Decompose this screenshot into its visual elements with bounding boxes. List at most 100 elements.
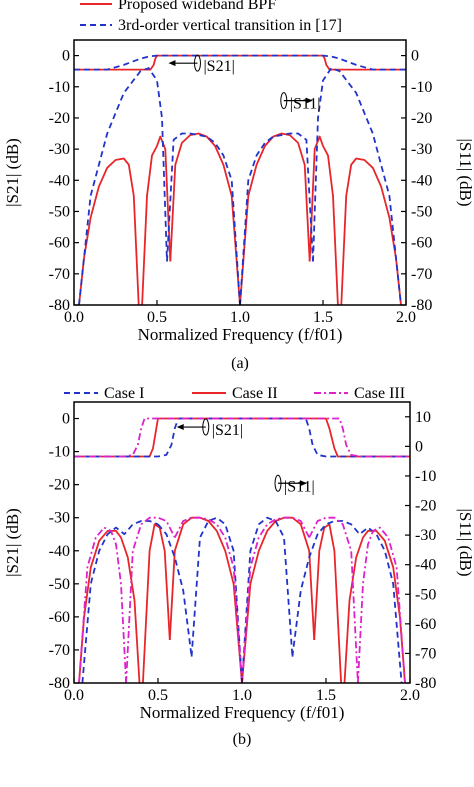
y-left-tick-label: -30 (49, 141, 70, 158)
series-line-16 (173, 516, 243, 683)
series-line-3 (168, 516, 243, 683)
legend-label: Case I (104, 385, 144, 402)
series-line-11 (312, 67, 402, 305)
x-tick-label: 0.0 (64, 309, 84, 326)
x-tick-label: 1.0 (232, 687, 252, 704)
chart-panel-b: 0.0 0.5 1.0 1.5 2.0 0 -10 -20 -30 -40 -50 -60 -70 -80… (3, 385, 474, 748)
x-axis-label: Normalized Frequency (f/f01) (140, 703, 345, 722)
y-right-tick-label: 0 (415, 438, 423, 455)
x-tick-label: 1.0 (230, 309, 250, 326)
legend-label: 3rd-order vertical transition in [17] (118, 17, 342, 34)
annotation-label: |S21| (212, 422, 243, 439)
series-line-9 (166, 132, 241, 305)
y-left-tick-label: -80 (49, 675, 70, 692)
y-right-tick-label: -70 (415, 645, 436, 662)
x-tick-label: 2.0 (396, 309, 416, 326)
panel-label: (a) (231, 355, 249, 372)
series-line-7 (74, 54, 406, 71)
x-axis-label: Normalized Frequency (f/f01) (138, 325, 343, 344)
x-tick-label: 1.5 (316, 687, 336, 704)
y-right-tick-label: -20 (415, 498, 436, 515)
series-line-11 (241, 516, 294, 683)
y-right-tick-label: -10 (411, 79, 432, 96)
y-left-axis-label: |S21| (dB) (3, 138, 22, 207)
x-tick-label: 0.5 (147, 309, 167, 326)
y-right-tick-label: -60 (415, 616, 436, 633)
y-left-tick-label: -20 (49, 477, 70, 494)
y-left-tick-label: -30 (49, 510, 70, 527)
x-tick-label: 2.0 (400, 687, 420, 704)
series-group (74, 54, 406, 305)
series-line-13 (74, 417, 410, 458)
series-line-18 (308, 516, 359, 683)
series-line-0 (74, 417, 410, 458)
y-left-tick-label: -70 (49, 642, 70, 659)
y-right-tick-label: -20 (411, 110, 432, 127)
series-line-7 (74, 417, 410, 458)
y-left-tick-label: -50 (49, 576, 70, 593)
y-right-axis-label: |S11| (dB) (456, 508, 474, 576)
y-left-tick-label: -80 (49, 297, 70, 314)
series-line-12 (291, 520, 403, 683)
y-right-tick-label: 10 (415, 409, 431, 426)
chart-panel-a: 0.0 0.5 1.0 1.5 2.0 0 -10 -20 -30 -40 -50 -60 -70 -80… (3, 0, 474, 372)
series-line-3 (169, 132, 241, 305)
y-right-tick-label: 0 (411, 48, 419, 65)
y-left-tick-label: -50 (49, 203, 70, 220)
y-left-tick-label: 0 (62, 411, 70, 428)
series-line-10 (239, 132, 314, 305)
series-line-10 (190, 516, 243, 683)
y-right-tick-label: -70 (411, 266, 432, 283)
y-left-tick-label: -60 (49, 235, 70, 252)
y-left-tick-label: -40 (49, 543, 70, 560)
annotation-label: |S21| (203, 58, 234, 75)
y-right-tick-label: -80 (415, 675, 436, 692)
series-line-0 (74, 54, 406, 71)
y-right-tick-label: -40 (415, 557, 436, 574)
legend-label: Proposed wideband BPF (118, 0, 276, 13)
series-line-4 (239, 132, 311, 305)
annotation-arrowhead (176, 424, 184, 431)
y-left-tick-label: -40 (49, 172, 70, 189)
y-left-tick-label: -60 (49, 609, 70, 626)
x-tick-label: 0.0 (64, 687, 84, 704)
y-left-tick-label: -10 (49, 444, 70, 461)
legend-label: Case III (354, 385, 405, 402)
y-left-tick-label: -20 (49, 110, 70, 127)
y-right-tick-label: -10 (415, 468, 436, 485)
series-line-2 (141, 135, 172, 305)
y-right-tick-label: -60 (411, 235, 432, 252)
legend-label: Case II (232, 385, 278, 402)
series-line-19 (357, 526, 406, 683)
annotation-label: |S11| (290, 96, 321, 113)
series-line-5 (313, 523, 342, 683)
annotation-arrowhead (305, 97, 313, 104)
y-right-axis-label: |S11| (dB) (456, 138, 474, 206)
series-line-1 (78, 157, 140, 305)
x-tick-label: 1.5 (313, 309, 333, 326)
y-right-tick-label: -40 (411, 172, 432, 189)
series-line-8 (78, 67, 168, 305)
y-left-axis-label: |S21| (dB) (3, 508, 22, 577)
y-right-tick-label: -50 (415, 586, 436, 603)
y-left-tick-label: 0 (62, 48, 70, 65)
y-right-tick-label: -50 (411, 203, 432, 220)
annotation-arrowhead (300, 480, 307, 487)
series-line-14 (78, 526, 127, 683)
series-line-2 (142, 523, 171, 683)
series-line-5 (308, 135, 339, 305)
annotation-arrowhead (168, 60, 176, 67)
y-left-tick-label: -70 (49, 266, 70, 283)
series-line-17 (241, 516, 311, 683)
series-line-6 (340, 157, 402, 305)
plot-frame (73, 401, 411, 684)
y-right-tick-label: -80 (411, 297, 432, 314)
y-right-tick-label: -30 (415, 527, 436, 544)
plot-frame (73, 39, 407, 306)
annotation-label: |S11| (284, 478, 315, 495)
panel-label: (b) (233, 731, 252, 748)
y-left-tick-label: -10 (49, 79, 70, 96)
series-line-9 (157, 523, 193, 657)
series-line-15 (125, 516, 176, 683)
